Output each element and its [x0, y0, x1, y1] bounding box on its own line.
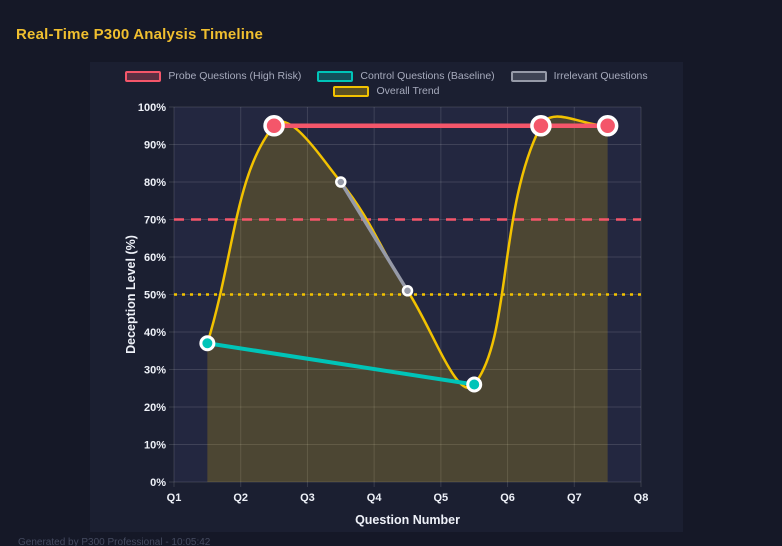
x-tick-label: Q2 — [233, 492, 248, 504]
y-tick-label: 20% — [144, 402, 166, 414]
legend-swatch-icon — [510, 70, 547, 82]
data-point-control-questions-baseline[interactable] — [466, 376, 483, 393]
legend-swatch-icon — [125, 70, 162, 82]
chart-panel: Q1 Q2 Q3 Q4 Q5 Q6 Q7 Q8 0% 10% 20% 30% 40% 50% 60% 70% 8… — [90, 62, 683, 532]
legend-row: Overall Trend — [333, 85, 440, 97]
y-tick-label: 50% — [144, 290, 166, 302]
x-tick-label: Q1 — [167, 492, 182, 504]
series-line-irrelevant-questions — [339, 180, 410, 293]
footer-note: Generated by P300 Professional - 10:05:4… — [18, 537, 211, 546]
data-point-irrelevant-questions[interactable] — [401, 285, 414, 297]
y-axis-title: Deception Level (%) — [124, 235, 138, 354]
x-tick-label: Q4 — [367, 492, 383, 504]
x-tick-label: Q3 — [300, 492, 315, 504]
legend-label: Overall Trend — [376, 85, 440, 97]
x-tick-label: Q8 — [634, 492, 649, 504]
y-tick-label: 30% — [144, 365, 166, 377]
legend-swatch-icon — [317, 70, 354, 82]
chart-legend: Probe Questions (High Risk) Control Quest… — [90, 70, 683, 97]
x-axis-title: Question Number — [355, 513, 460, 527]
x-tick-label: Q5 — [434, 492, 449, 504]
data-point-probe-questions-high-risk[interactable] — [263, 115, 285, 137]
page-title: Real-Time P300 Analysis Timeline — [16, 26, 264, 43]
data-point-control-questions-baseline[interactable] — [199, 335, 216, 352]
chart-svg: Q1 Q2 Q3 Q4 Q5 Q6 Q7 Q8 0% 10% 20% 30% 40% 50% 60% 70% 8… — [124, 102, 649, 527]
legend-item-probe-questions-high-risk[interactable]: Probe Questions (High Risk) — [125, 70, 301, 82]
y-tick-label: 80% — [144, 177, 166, 189]
y-tick-label: 60% — [144, 252, 166, 264]
legend-label: Probe Questions (High Risk) — [168, 70, 302, 82]
legend-label: Irrelevant Questions — [553, 70, 648, 82]
legend-swatch-icon — [333, 85, 370, 97]
legend-item-irrelevant-questions[interactable]: Irrelevant Questions — [510, 70, 648, 82]
trend-area-fill — [207, 116, 608, 482]
legend-label: Control Questions (Baseline) — [360, 70, 495, 82]
y-tick-label: 70% — [144, 215, 166, 227]
series-line-control-questions-baseline — [205, 341, 477, 387]
y-tick-label: 90% — [144, 140, 166, 152]
legend-item-overall-trend[interactable]: Overall Trend — [333, 85, 440, 97]
y-tick-label: 100% — [138, 102, 166, 114]
y-tick-label: 10% — [144, 440, 166, 452]
legend-item-control-questions-baseline[interactable]: Control Questions (Baseline) — [317, 70, 495, 82]
data-point-irrelevant-questions[interactable] — [335, 176, 347, 188]
legend-row: Probe Questions (High Risk) Control Quest… — [125, 70, 648, 82]
x-tick-label: Q6 — [500, 492, 515, 504]
y-tick-label: 0% — [150, 477, 166, 489]
x-tick-label: Q7 — [567, 492, 582, 504]
data-point-probe-questions-high-risk[interactable] — [596, 115, 619, 137]
y-tick-label: 40% — [144, 327, 166, 339]
data-point-probe-questions-high-risk[interactable] — [530, 115, 552, 137]
